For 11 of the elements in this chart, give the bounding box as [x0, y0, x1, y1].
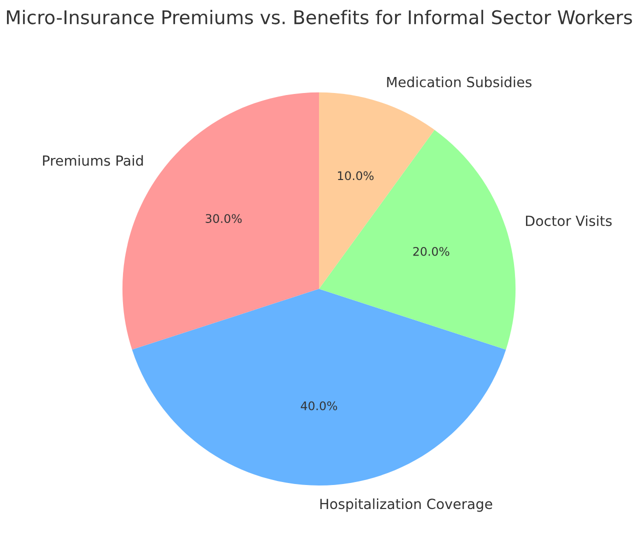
data-label: 20.0% — [413, 246, 450, 256]
chart-title: Micro-Insurance Premiums vs. Benefits for Informal Sector Workers — [6, 10, 632, 24]
pie-slice — [319, 130, 516, 350]
data-label: 10.0% — [338, 171, 374, 180]
data-label: 30.0% — [206, 214, 242, 224]
data-label: 40.0% — [300, 401, 338, 410]
slice-label: Hospitalization Coverage — [320, 498, 492, 512]
pie-slice — [132, 288, 506, 486]
slice-label: Medication Subsidies — [387, 76, 532, 88]
slice-label: Premiums Paid — [43, 155, 143, 166]
slice-label: Doctor Visits — [526, 215, 612, 226]
